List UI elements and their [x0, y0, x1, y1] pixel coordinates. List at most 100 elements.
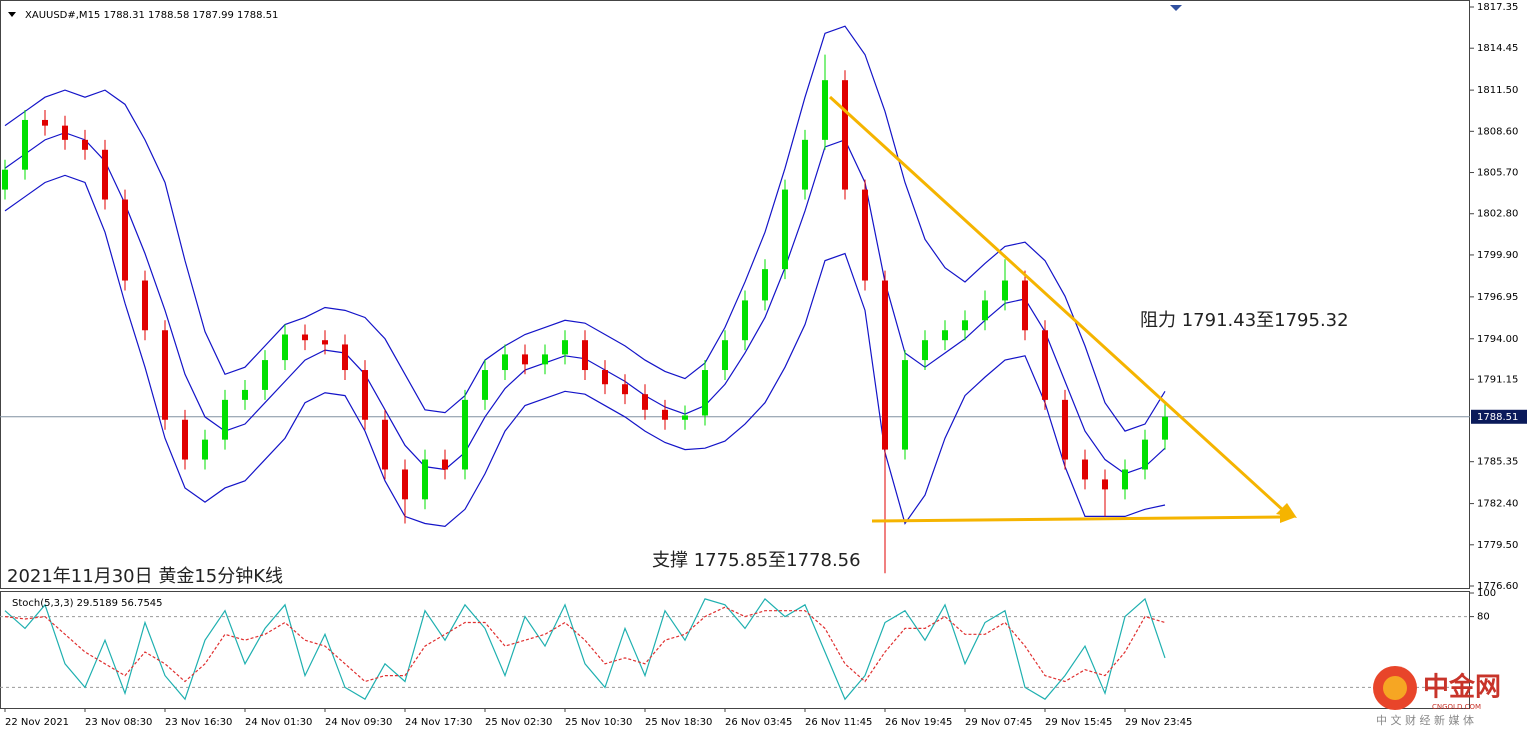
y-tick-label: 1785.35: [1477, 457, 1518, 468]
x-tick-label: 26 Nov 11:45: [805, 717, 872, 728]
y-tick-label: 1799.90: [1477, 250, 1518, 261]
x-tick-label: 26 Nov 19:45: [885, 717, 952, 728]
y-tick-label: 1779.50: [1477, 540, 1518, 551]
candle-body: [682, 415, 688, 420]
candle-body: [402, 469, 408, 500]
x-tick-label: 29 Nov 15:45: [1045, 717, 1112, 728]
candle-body: [842, 80, 848, 190]
watermark: 中金网 CNGOLD.COM 中 文 财 经 新 媒 体: [1373, 666, 1501, 727]
candle-body: [762, 269, 768, 301]
y-tick-label: 1811.50: [1477, 85, 1518, 96]
x-tick-label: 26 Nov 03:45: [725, 717, 792, 728]
candle-body: [482, 370, 488, 400]
candle-body: [342, 344, 348, 371]
x-tick-label: 23 Nov 16:30: [165, 717, 232, 728]
candle-body: [642, 394, 648, 410]
candle-body: [942, 330, 948, 341]
x-tick-label: 25 Nov 18:30: [645, 717, 712, 728]
candle-body: [382, 419, 388, 470]
y-tick-label: 1814.45: [1477, 43, 1518, 54]
candle-body: [322, 340, 328, 345]
logo-name: 中金网: [1423, 672, 1501, 703]
candle-body: [1142, 439, 1148, 470]
candle-body: [522, 354, 528, 365]
candle-body: [1002, 280, 1008, 301]
candle-body: [582, 340, 588, 371]
support-trendline: [871, 515, 1283, 523]
logo-inner: [1383, 676, 1407, 700]
y-tick-label: 100: [1477, 588, 1496, 599]
stoch-header: Stoch(5,3,3) 29.5189 56.7545: [12, 598, 163, 609]
candle-body: [982, 300, 988, 321]
logo-slogan: 中 文 财 经 新 媒 体: [1376, 713, 1474, 727]
candle-body: [822, 80, 828, 140]
stoch-pane: [0, 591, 1470, 709]
candle-body: [922, 340, 928, 361]
support-note: 支撑 1775.85至1778.56: [652, 550, 861, 571]
candle-body: [442, 459, 448, 470]
y-tick-label: 1776.60: [1477, 581, 1518, 592]
candle-body: [1122, 469, 1128, 490]
candle-body: [2, 169, 8, 190]
header-marker: [8, 12, 16, 17]
candle-body: [562, 340, 568, 355]
candle-body: [782, 189, 788, 270]
band-line: [4, 25, 1166, 432]
x-tick-label: 25 Nov 10:30: [565, 717, 632, 728]
candle-body: [22, 119, 28, 170]
x-tick-label: 29 Nov 23:45: [1125, 717, 1192, 728]
arrowhead: [1280, 511, 1296, 523]
shift-marker: [1170, 5, 1182, 11]
candle-body: [42, 119, 48, 126]
candle-body: [1022, 280, 1028, 331]
x-tick-label: 23 Nov 08:30: [85, 717, 152, 728]
candle-body: [242, 389, 248, 400]
candle-body: [722, 340, 728, 371]
candle-body: [882, 280, 888, 450]
y-tick-label: 1805.70: [1477, 168, 1518, 179]
candle-body: [902, 360, 908, 450]
candle-body: [1082, 459, 1088, 480]
candle-body: [542, 354, 548, 365]
candle-body: [302, 334, 308, 341]
candle-body: [662, 409, 668, 420]
y-tick-label: 1796.95: [1477, 292, 1518, 303]
candle-body: [862, 189, 868, 281]
candle-body: [462, 399, 468, 470]
candle-body: [1062, 399, 1068, 460]
candle-body: [202, 439, 208, 460]
candle-body: [502, 354, 508, 371]
candle-body: [122, 199, 128, 281]
stoch-line: [4, 597, 1166, 701]
candle-body: [222, 399, 228, 440]
y-tick-label: 1794.00: [1477, 334, 1518, 345]
candle-body: [362, 370, 368, 420]
logo-domain: CNGOLD.COM: [1432, 703, 1481, 711]
resistance-trendline: [828, 95, 1286, 513]
y-tick-label: 1817.35: [1477, 2, 1518, 13]
x-tick-label: 24 Nov 17:30: [405, 717, 472, 728]
candle-body: [82, 139, 88, 150]
candle-body: [162, 330, 168, 420]
candle-body: [1102, 479, 1108, 490]
candle-body: [182, 419, 188, 460]
candle-body: [602, 370, 608, 385]
price-pane: [0, 0, 1470, 589]
x-tick-label: 22 Nov 2021: [5, 717, 69, 728]
y-tick-label: 1802.80: [1477, 209, 1518, 220]
chart-header: XAUUSD#,M15 1788.31 1788.58 1787.99 1788…: [25, 10, 278, 21]
candle-body: [62, 125, 68, 140]
x-tick-label: 29 Nov 07:45: [965, 717, 1032, 728]
candle-body: [702, 370, 708, 416]
band-line: [4, 174, 1166, 527]
candle-body: [1162, 416, 1168, 440]
last-price-label: 1788.51: [1477, 412, 1518, 423]
chart-caption: 2021年11月30日 黄金15分钟K线: [7, 566, 283, 587]
resistance-note: 阻力 1791.43至1795.32: [1140, 310, 1349, 331]
candle-body: [742, 300, 748, 341]
candle-body: [962, 320, 968, 331]
candle-body: [262, 360, 268, 390]
